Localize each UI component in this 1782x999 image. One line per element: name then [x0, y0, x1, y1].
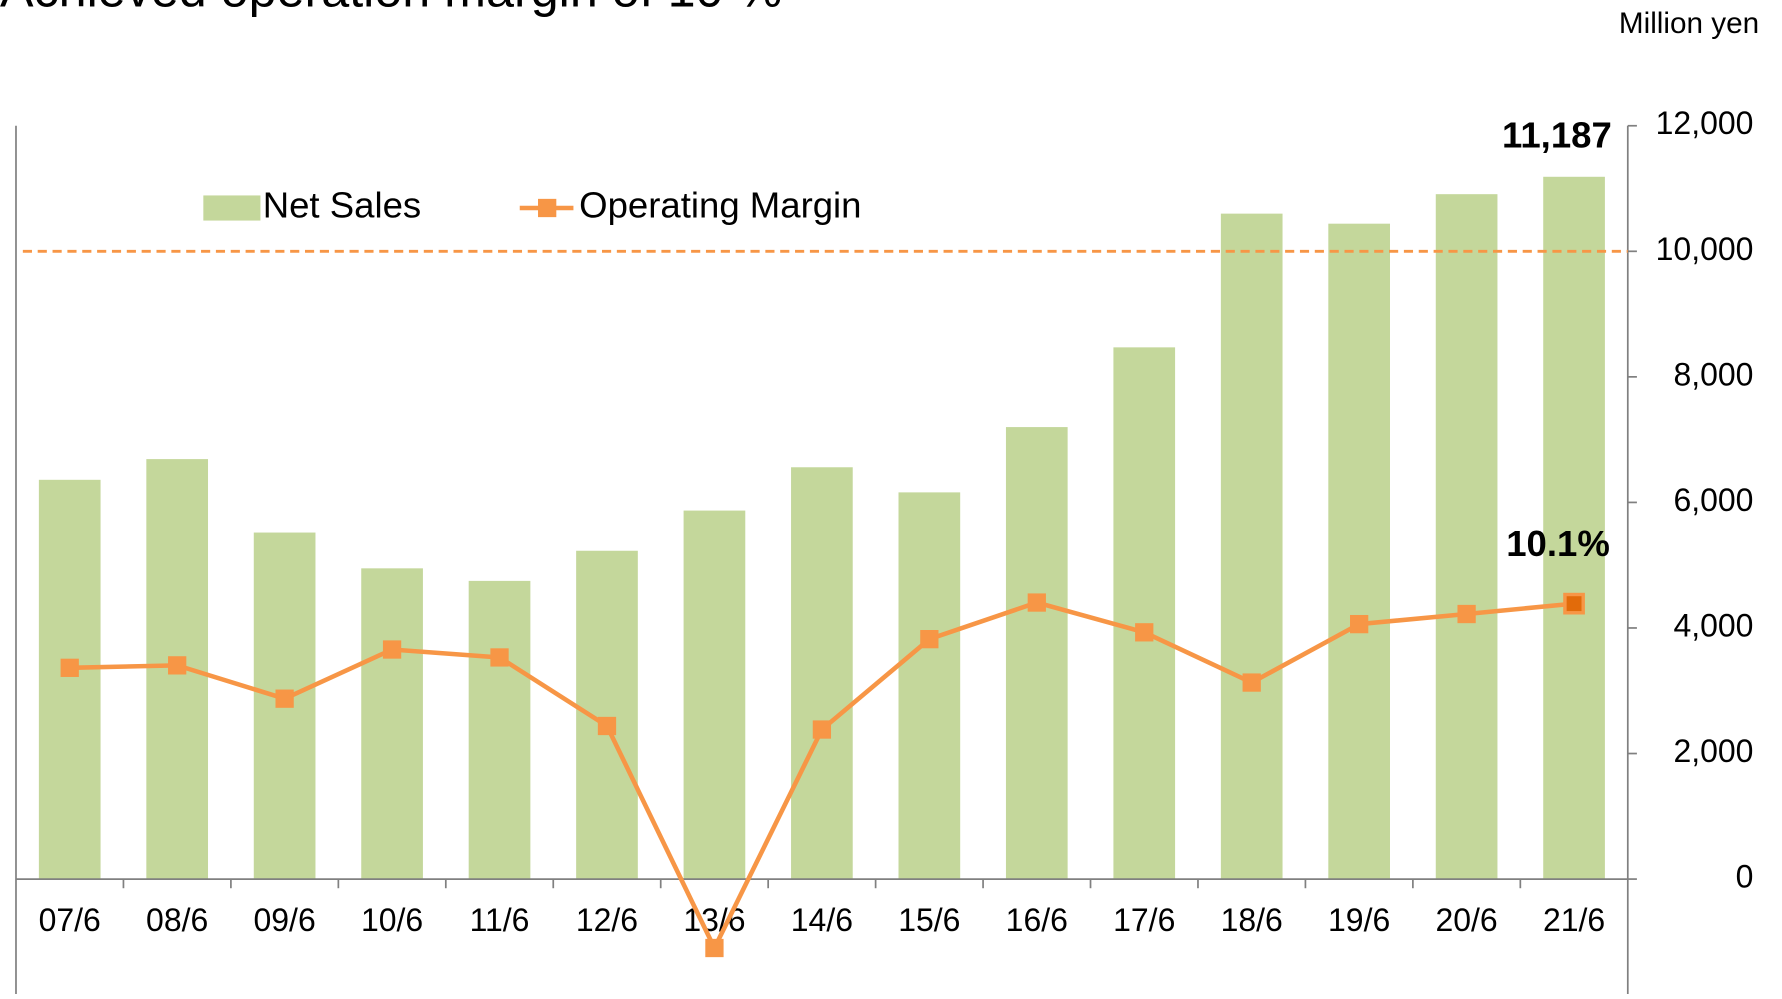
bar — [683, 510, 746, 880]
bar — [1005, 427, 1068, 880]
margin-marker — [597, 716, 617, 736]
x-tick-label: 11/6 — [470, 902, 530, 938]
y-tick-label: 10,000 — [1656, 231, 1754, 267]
unit-label: Million yen — [1619, 7, 1759, 40]
margin-marker — [1242, 673, 1261, 692]
bar — [1543, 176, 1605, 880]
y-tick-label: 12,000 — [1656, 105, 1754, 141]
bar — [1113, 347, 1176, 880]
x-tick-label: 17/6 — [1113, 902, 1175, 938]
bar — [1220, 213, 1283, 880]
x-tick-label: 16/6 — [1006, 902, 1068, 938]
bar — [361, 568, 423, 880]
x-tick-label: 12/6 — [576, 902, 638, 938]
bar — [898, 492, 961, 880]
margin-marker — [382, 640, 402, 659]
bar — [1328, 223, 1390, 880]
margin-marker — [920, 630, 939, 649]
margin-marker — [60, 658, 79, 677]
line-value-label: 10.1% — [1506, 523, 1610, 564]
legend-swatch — [203, 195, 261, 221]
chart-title: Achieved operation margin of 10 % — [0, 0, 782, 18]
bar — [468, 580, 531, 880]
margin-marker — [490, 648, 509, 667]
x-tick-label: 14/6 — [791, 902, 853, 938]
margin-marker — [1350, 614, 1369, 634]
x-tick-label: 08/6 — [146, 902, 208, 938]
bar-value-label: 11,187 — [1502, 115, 1612, 156]
margin-marker — [275, 689, 294, 708]
x-tick-label: 19/6 — [1328, 902, 1390, 938]
x-tick-label: 18/6 — [1221, 902, 1283, 938]
x-tick-label: 21/6 — [1543, 902, 1605, 938]
y-tick-label: 4,000 — [1673, 607, 1753, 643]
x-tick-label: 07/6 — [39, 902, 101, 938]
x-tick-label: 15/6 — [898, 902, 960, 938]
margin-marker — [1135, 623, 1154, 642]
bar — [38, 479, 101, 880]
margin-marker — [1027, 593, 1046, 612]
margin-marker — [168, 656, 187, 675]
margin-marker — [812, 720, 832, 739]
y-tick-label: 8,000 — [1673, 356, 1753, 392]
legend-label: Net Sales — [263, 185, 421, 226]
margin-marker — [705, 938, 724, 958]
legend-label: Operating Margin — [579, 185, 861, 226]
y-tick-label: 2,000 — [1673, 733, 1753, 769]
x-tick-label: 10/6 — [361, 902, 423, 938]
x-tick-label: 20/6 — [1435, 902, 1497, 938]
y-tick-label: 6,000 — [1673, 482, 1753, 518]
bar — [1435, 194, 1498, 880]
y-tick-label: 0 — [1736, 859, 1754, 895]
bar — [791, 467, 853, 880]
x-tick-label: 09/6 — [254, 902, 316, 938]
margin-marker — [1563, 592, 1585, 615]
margin-marker — [1457, 604, 1476, 624]
legend-marker — [538, 198, 557, 218]
